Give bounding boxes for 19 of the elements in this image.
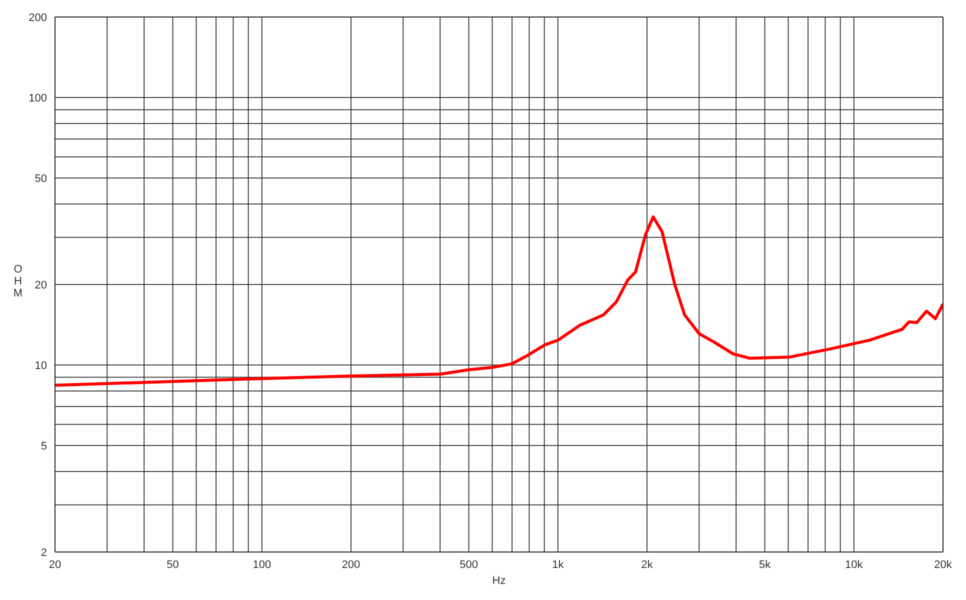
y-tick-label: 5 xyxy=(40,440,47,452)
x-tick-label: 200 xyxy=(342,558,360,571)
x-tick-label: 100 xyxy=(252,558,272,571)
x-tick-label: 5k xyxy=(758,558,772,571)
x-tick-label: 1k xyxy=(552,558,564,571)
y-tick-label: 2 xyxy=(40,546,47,559)
x-tick-label: 500 xyxy=(460,558,478,571)
x-tick-label: 10k xyxy=(845,558,864,571)
x-axis-title: Hz xyxy=(492,575,506,587)
y-tick-label: 20 xyxy=(34,279,47,292)
x-tick-label: 2k xyxy=(641,558,654,571)
x-tick-label: 50 xyxy=(166,558,179,571)
x-tick-label: 20 xyxy=(48,558,62,571)
y-tick-label: 200 xyxy=(28,12,47,24)
y-tick-label: 50 xyxy=(34,172,47,185)
y-axis-title: OHM xyxy=(13,264,23,300)
x-tick-label: 20k xyxy=(934,558,952,571)
y-tick-label: 100 xyxy=(28,92,47,104)
y-tick-label: 10 xyxy=(34,360,47,372)
